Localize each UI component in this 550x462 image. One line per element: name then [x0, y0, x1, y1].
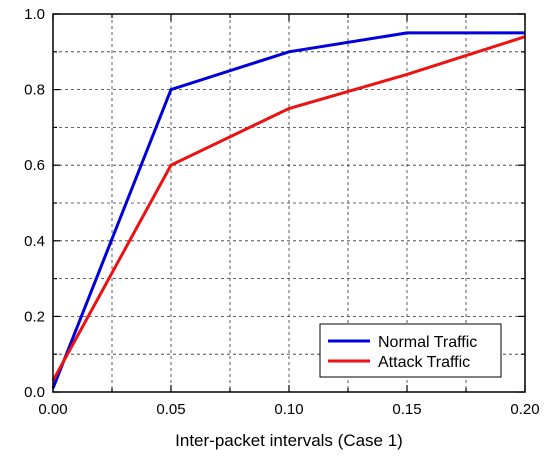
x-tick-label: 0.20 — [510, 401, 539, 418]
y-tick-label: 1.0 — [24, 6, 45, 23]
legend: Normal Traffic Attack Traffic — [319, 323, 502, 378]
x-tick-label: 0.00 — [38, 401, 67, 418]
legend-box — [319, 323, 502, 378]
legend-label-1: Attack Traffic — [378, 354, 470, 371]
x-tick-label: 0.05 — [156, 401, 185, 418]
series-line-1 — [51, 35, 526, 382]
y-tick-label: 0.2 — [24, 308, 45, 325]
y-tick-label: 0.4 — [24, 233, 45, 250]
grid-lines — [53, 14, 525, 392]
series-line-0 — [51, 31, 525, 389]
axis-ticks — [52, 13, 526, 393]
x-tick-label: 0.15 — [392, 401, 421, 418]
y-tick-label: 0.6 — [24, 157, 45, 174]
y-tick-label: 0.0 — [24, 384, 45, 401]
tick-labels: 0.00 0.05 0.10 0.15 0.20 0.0 0.2 0.4 0.6 0.8 1.0 — [24, 6, 539, 418]
series-layer — [51, 31, 526, 389]
x-axis-label: Inter-packet intervals (Case 1) — [175, 431, 403, 450]
legend-label-0: Normal Traffic — [378, 334, 477, 351]
x-tick-label: 0.10 — [274, 401, 303, 418]
y-tick-label: 0.8 — [24, 82, 45, 99]
